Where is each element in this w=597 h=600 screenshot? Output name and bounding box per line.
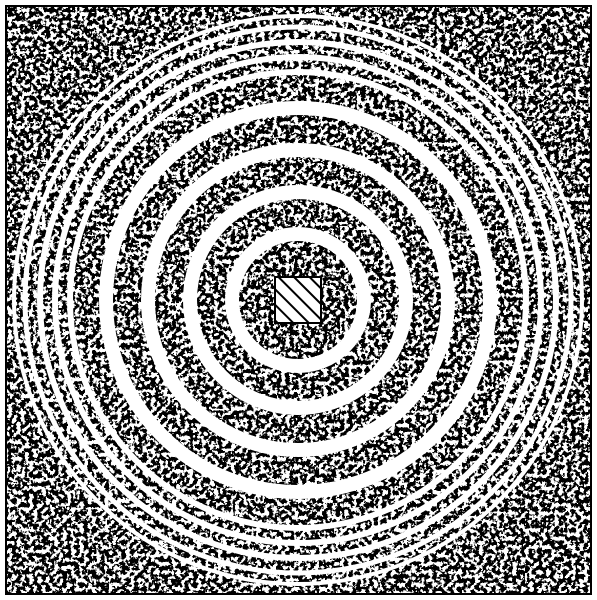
panel-group	[6, 6, 591, 594]
concentric-rings-svg	[0, 0, 597, 600]
diagram-stage	[0, 0, 597, 600]
center-square	[275, 277, 321, 323]
